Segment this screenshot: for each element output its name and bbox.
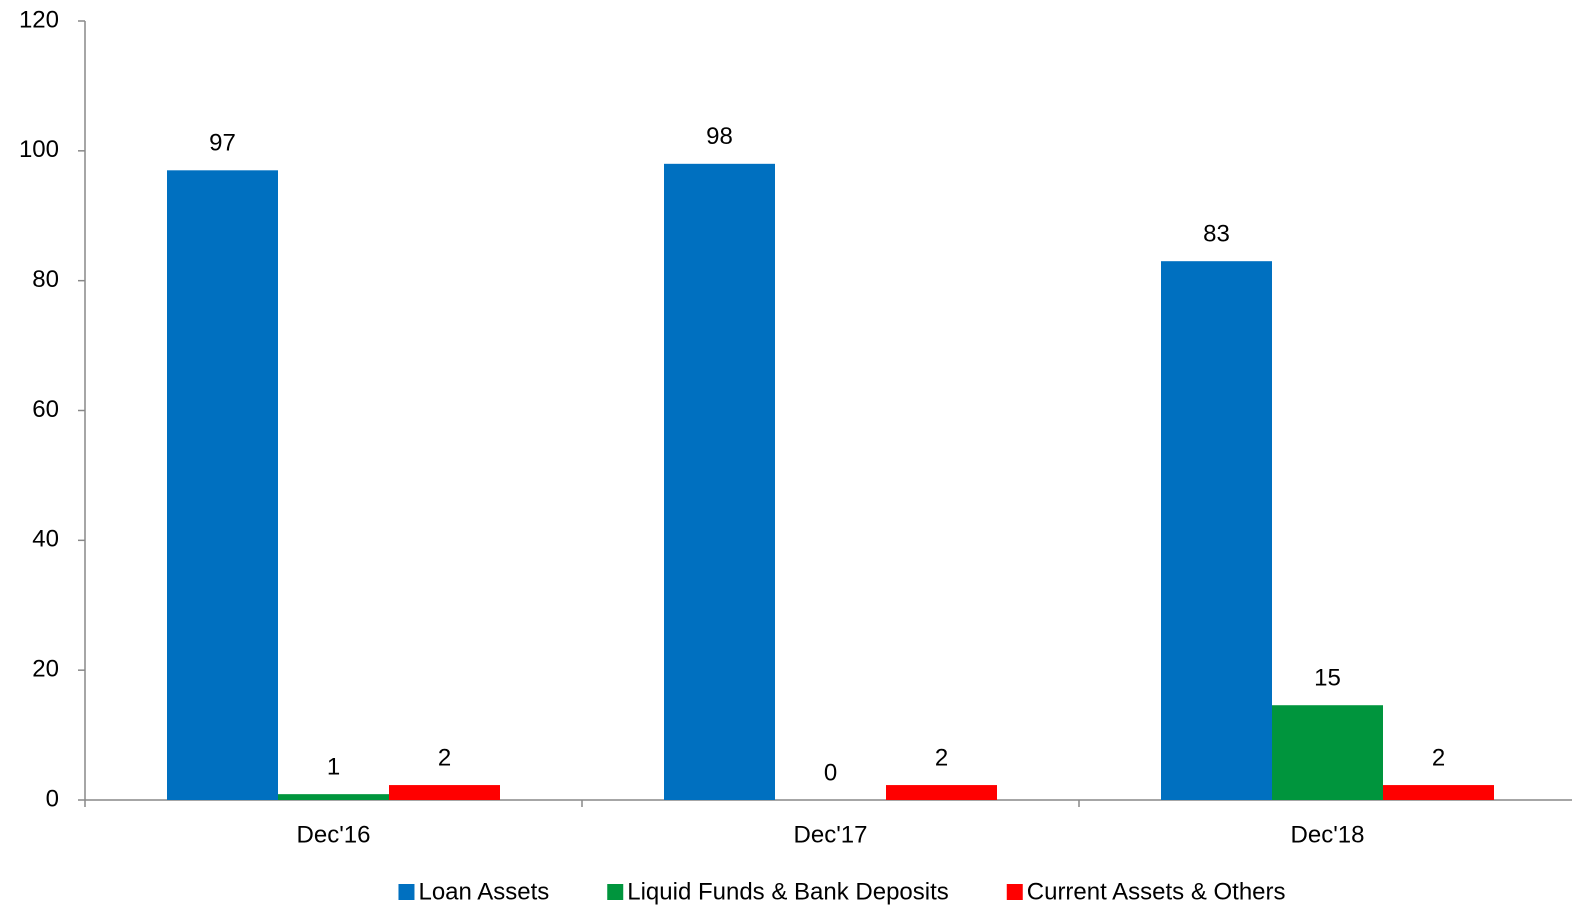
legend-label: Loan Assets	[418, 878, 549, 905]
data-label: 83	[1203, 221, 1230, 248]
legend: Loan Assets Liquid Funds & Bank Deposits C…	[398, 878, 1286, 905]
x-tick-label: Dec'18	[1291, 821, 1365, 848]
data-label: 2	[1432, 744, 1445, 771]
x-tick-label: Dec'17	[794, 821, 868, 848]
y-tick-label: 20	[32, 656, 59, 683]
data-label: 2	[438, 744, 451, 771]
x-tick-label: Dec'16	[297, 821, 371, 848]
y-tick-label: 60	[32, 396, 59, 423]
legend-swatch	[1006, 884, 1023, 900]
y-tick-label: 0	[46, 785, 59, 812]
bar	[278, 794, 389, 800]
data-label: 98	[706, 123, 733, 150]
bar	[664, 163, 775, 801]
legend-swatch	[398, 884, 415, 900]
bar	[389, 785, 500, 800]
data-label: 1	[327, 754, 340, 781]
data-label: 0	[824, 759, 837, 786]
data-label: 2	[935, 744, 948, 771]
legend-label: Liquid Funds & Bank Deposits	[627, 878, 949, 905]
bar	[1272, 705, 1383, 800]
y-tick-label: 40	[32, 526, 59, 553]
bar	[1383, 785, 1494, 800]
bar	[167, 170, 278, 800]
y-tick-label: 80	[32, 266, 59, 293]
y-tick-label: 120	[19, 6, 59, 33]
legend-swatch	[607, 884, 624, 900]
bar	[886, 785, 997, 800]
legend-label: Current Assets & Others	[1027, 878, 1286, 905]
data-label: 97	[209, 130, 236, 157]
bar	[1161, 261, 1272, 801]
data-label: 15	[1314, 665, 1341, 692]
y-tick-label: 100	[19, 136, 59, 163]
